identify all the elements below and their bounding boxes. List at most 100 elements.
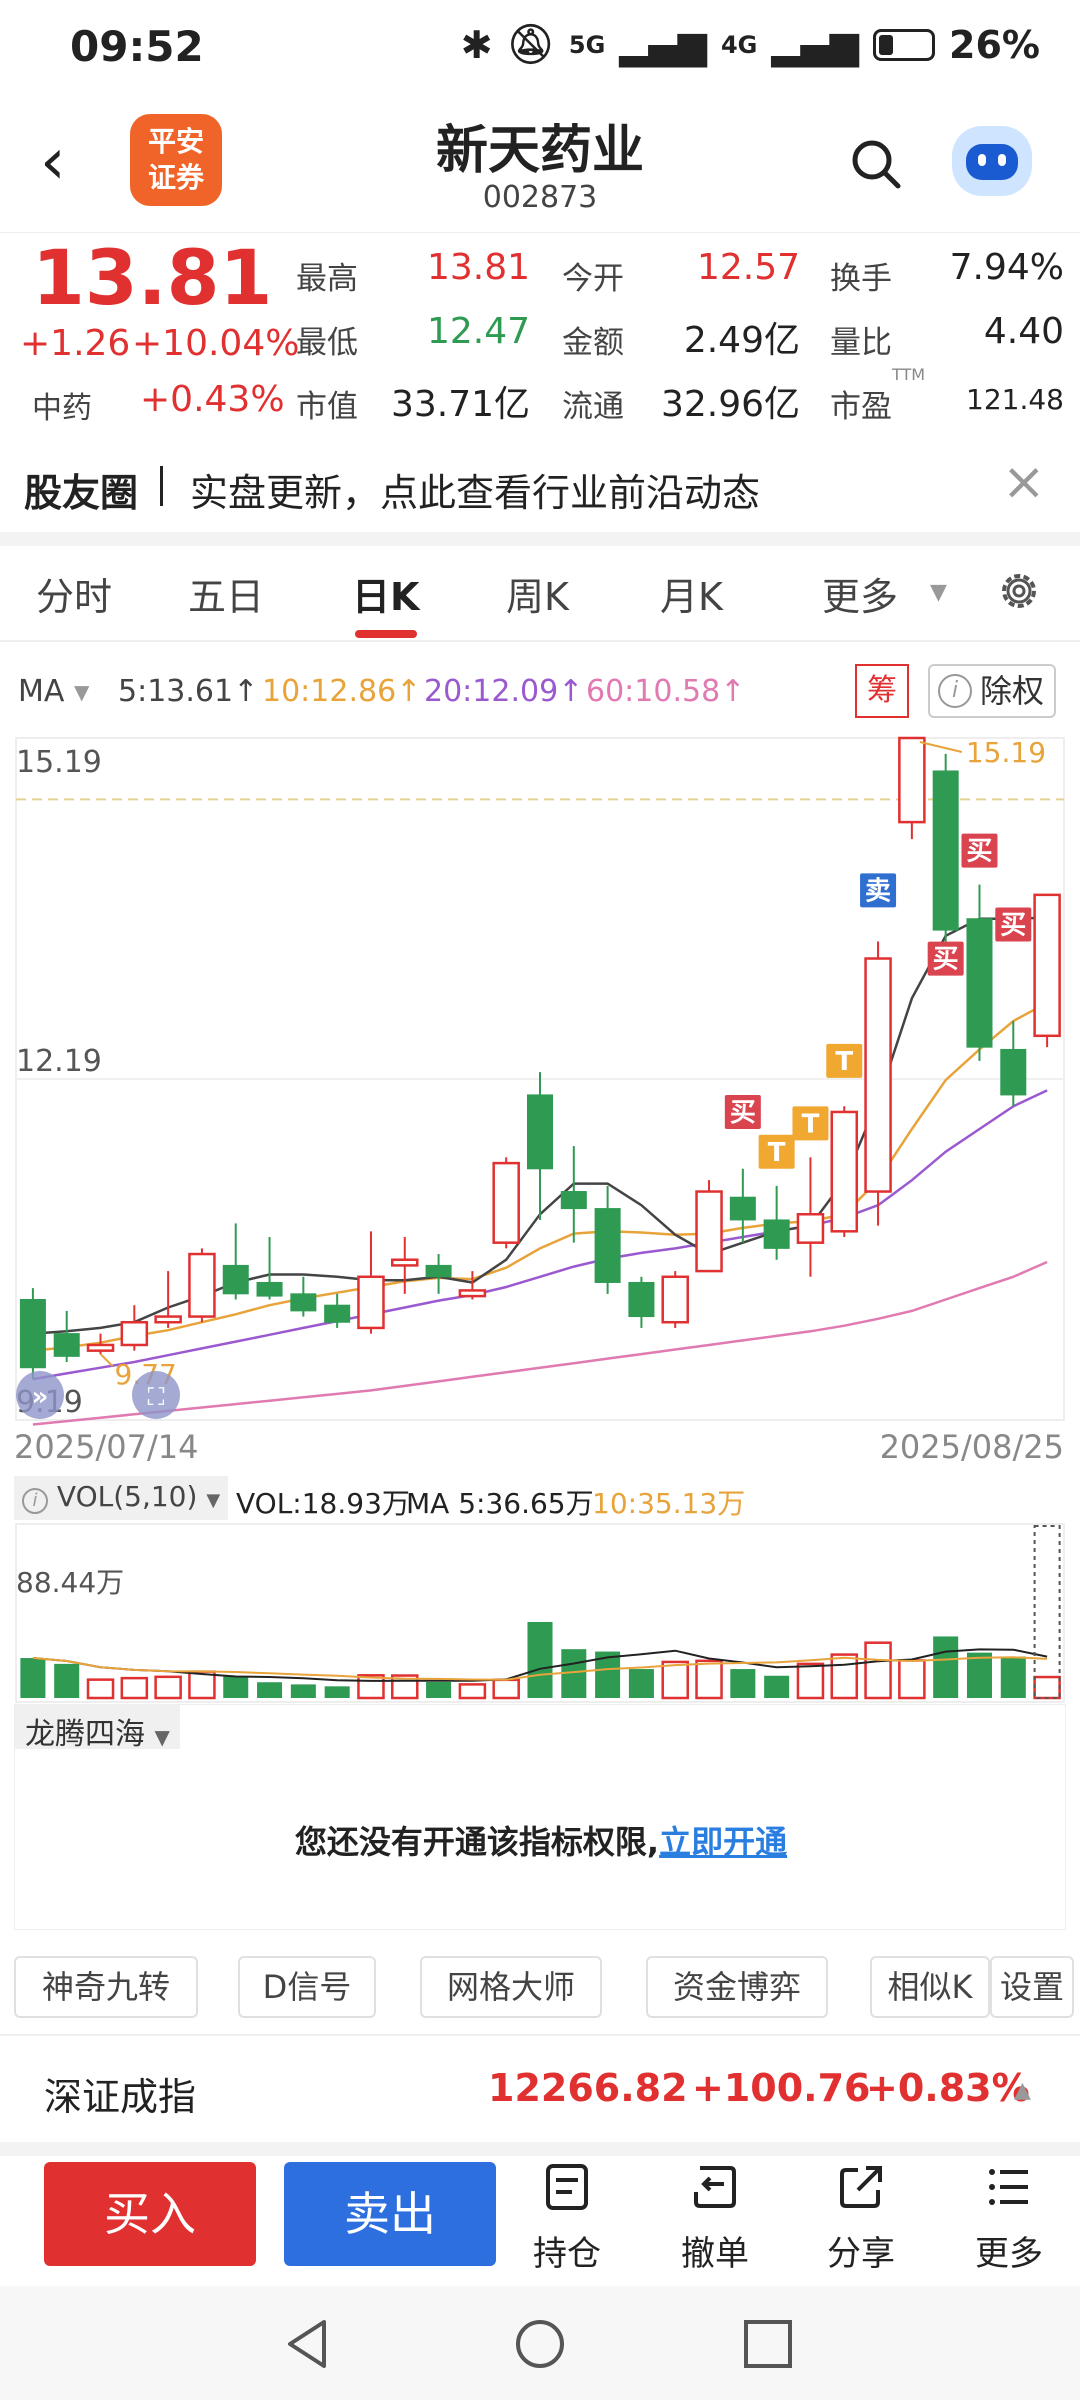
quote-label-high: 最高 (296, 261, 358, 297)
indicator-message: 您还没有开通该指标权限, (294, 1823, 660, 1861)
candle-body-down (763, 1219, 790, 1249)
y-axis-label: 15.19 (16, 745, 102, 780)
positions-button[interactable]: 持仓 (512, 2162, 622, 2275)
stock-name: 新天药业 (435, 121, 644, 181)
tool-capital-game[interactable]: 资金博弈 (646, 1956, 828, 2018)
gear-icon[interactable] (996, 568, 1042, 614)
indicator-locked-message: 您还没有开通该指标权限,立即开通 (15, 1817, 1067, 1863)
current-price: 13.81 (32, 233, 273, 322)
volume-ma10-line (32, 1656, 1048, 1681)
quote-label-amount: 金额 (562, 325, 624, 361)
volume-bar-down (290, 1684, 316, 1698)
candle-body-up (188, 1252, 216, 1318)
candle-body-down (966, 918, 993, 1048)
sector-name[interactable]: 中药 (32, 391, 92, 426)
share-icon (840, 2166, 882, 2208)
price-change-percent: +10.04% (132, 323, 300, 364)
caret-down-icon: ▼ (206, 1490, 221, 1511)
candle-body-up (695, 1190, 723, 1273)
volume-bar-down (257, 1682, 283, 1698)
more-menu-button[interactable]: 更多 (954, 2162, 1064, 2275)
volume-chart[interactable]: 88.44万 (0, 1520, 1080, 1704)
volume-bar-up (120, 1676, 149, 1700)
date-end: 2025/08/25 (879, 1428, 1064, 1466)
signal-badge (995, 907, 1032, 942)
volume-bar-up (492, 1678, 520, 1700)
expand-circle (16, 1371, 64, 1419)
close-icon[interactable]: × (1002, 452, 1046, 512)
tool-d-signal[interactable]: D信号 (238, 1956, 376, 2018)
volume-bar-down (223, 1676, 249, 1698)
nav-home-icon[interactable] (512, 2316, 568, 2372)
back-button[interactable]: ‹ (40, 125, 66, 199)
buy-button[interactable]: 买入 (44, 2162, 256, 2266)
candle-body-down (222, 1264, 249, 1295)
candle-body-up (661, 1275, 689, 1324)
ex-rights-button[interactable]: i 除权 (928, 664, 1056, 718)
volume-bar-up (1033, 1675, 1061, 1700)
mute-icon: 🔕︎ (506, 22, 555, 66)
cancel-order-button[interactable]: 撤单 (660, 2162, 770, 2275)
tool-similar-k[interactable]: 相似K (870, 1956, 990, 2018)
volume-bar-down (966, 1652, 992, 1698)
candle-body-down (324, 1304, 351, 1323)
section-separator (0, 2142, 1080, 2156)
search-icon[interactable] (848, 136, 902, 190)
quote-value-low: 12.47 (426, 311, 530, 352)
signal-badge (758, 1134, 795, 1169)
assistant-robot-icon[interactable] (952, 126, 1032, 196)
undo-icon (694, 2166, 736, 2208)
tab-intraday[interactable]: 分时 (36, 575, 113, 619)
index-change-percent: +0.83% (866, 2066, 1030, 2110)
volume-bar-down (1000, 1656, 1026, 1698)
volume-bar-up (695, 1659, 723, 1700)
signal-badge (927, 941, 964, 976)
tab-five-day[interactable]: 五日 (188, 575, 265, 619)
nav-back-icon[interactable] (280, 2316, 336, 2372)
community-text[interactable]: 实盘更新，点此查看行业前沿动态 (190, 471, 761, 515)
candle-body-down (1000, 1048, 1027, 1096)
candle-body-down (53, 1333, 80, 1357)
ma5-value: 5:13.61↑ (118, 674, 259, 709)
chip-distribution-button[interactable]: 筹 (855, 664, 909, 718)
market-index-bar[interactable]: 深证成指 12266.82 +100.76 +0.83% ▲ (0, 2036, 1080, 2142)
caret-up-icon[interactable]: ▲ (1014, 2078, 1031, 2103)
share-button[interactable]: 分享 (806, 2162, 916, 2275)
ma-legend[interactable]: MA ▼ 5:13.61↑ 10:12.86↑ 20:12.09↑ 60:10.… (0, 664, 1080, 720)
tab-weekly-k[interactable]: 周K (506, 575, 569, 619)
tool-nine-turn[interactable]: 神奇九转 (14, 1956, 198, 2018)
candle-body-up (154, 1315, 182, 1324)
caret-down-icon: ▼ (154, 1725, 170, 1749)
candle-body-up (830, 1110, 859, 1233)
candle-body-up (1033, 893, 1061, 1038)
volume-ma5: MA 5:36.65万 (406, 1487, 594, 1520)
tool-grid-master[interactable]: 网格大师 (420, 1956, 602, 2018)
nav-recents-icon[interactable] (742, 2318, 794, 2370)
volume-bar-down (426, 1682, 452, 1698)
ma60-value: 60:10.58↑ (586, 674, 746, 709)
signal-label: 卖 (865, 876, 891, 906)
info-icon: i (938, 674, 972, 708)
candle-body-down (594, 1208, 621, 1283)
quote-value-high: 13.81 (426, 247, 530, 288)
positions-label: 持仓 (533, 2234, 601, 2274)
quote-label-turnover: 换手 (830, 261, 892, 297)
volume-indicator-select[interactable]: i VOL(5,10) ▼ (14, 1476, 229, 1520)
indicator-panel: 龙腾四海 ▼ 您还没有开通该指标权限,立即开通 (14, 1704, 1066, 1930)
volume-bar-up (661, 1660, 689, 1700)
quote-value-turnover: 7.94% (949, 247, 1064, 288)
sell-button[interactable]: 卖出 (284, 2162, 496, 2266)
quote-label-market-cap: 市值 (296, 389, 358, 425)
section-separator (0, 532, 1080, 546)
tab-daily-k[interactable]: 日K (352, 575, 420, 619)
ma-label[interactable]: MA (18, 674, 65, 709)
community-banner[interactable]: 股友圈 实盘更新，点此查看行业前沿动态 × (0, 440, 1080, 532)
quote-label-low: 最低 (296, 325, 358, 361)
tool-settings[interactable]: 设置 (990, 1956, 1074, 2018)
indicator-select[interactable]: 龙腾四海 ▼ (15, 1705, 180, 1752)
activate-link[interactable]: 立即开通 (659, 1823, 788, 1861)
tab-more[interactable]: 更多 (822, 575, 899, 619)
ma-caret-icon[interactable]: ▼ (74, 680, 90, 704)
tab-monthly-k[interactable]: 月K (660, 575, 723, 619)
